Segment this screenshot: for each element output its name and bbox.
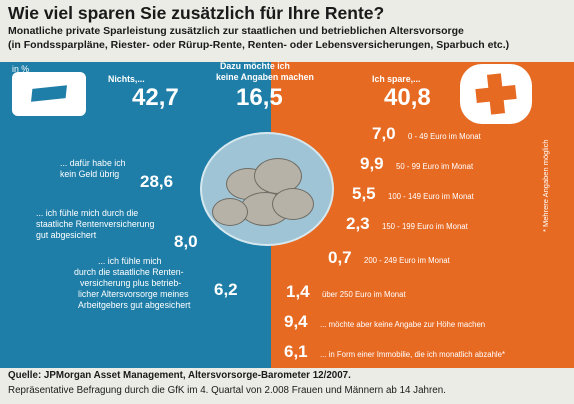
survey-note: Repräsentative Befragung durch die GfK i… bbox=[8, 385, 446, 396]
reason-value-1: 8,0 bbox=[174, 232, 198, 251]
reason-label-1-line3: gut abgesichert bbox=[36, 230, 97, 240]
saving-label-7: ... in Form einer Immobilie, die ich mon… bbox=[320, 350, 506, 359]
reason-label-0-line1: ... dafür habe ich bbox=[60, 158, 126, 168]
source-text: Quelle: JPMorgan Asset Management, Alter… bbox=[8, 370, 351, 381]
coin-stack-icon bbox=[200, 132, 334, 246]
plus-icon bbox=[460, 64, 532, 124]
category-label-noanswer-line2: keine Angaben machen bbox=[216, 72, 314, 82]
category-value-nothing: 42,7 bbox=[132, 84, 179, 111]
saving-label-2: 100 - 149 Euro im Monat bbox=[388, 192, 474, 201]
saving-value-0: 7,0 bbox=[372, 124, 396, 143]
reason-label-0-line2: kein Geld übrig bbox=[60, 169, 120, 179]
unit-label: in % bbox=[12, 64, 30, 74]
reason-label-2-line3: versicherung plus betrieb- bbox=[80, 278, 182, 288]
coin-icon bbox=[272, 188, 314, 220]
coin-icon bbox=[212, 198, 248, 226]
reason-label-2-line1: ... ich fühle mich bbox=[98, 256, 162, 266]
category-label-noanswer-line1: Dazu möchte ich bbox=[220, 61, 290, 71]
saving-value-3: 2,3 bbox=[346, 214, 370, 233]
chart-subtitle-line2: (in Fondssparpläne, Riester- oder Rürup-… bbox=[8, 39, 510, 51]
reason-label-2-line4: licher Altersvorsorge meines bbox=[78, 289, 189, 299]
saving-label-6: ... möchte aber keine Angabe zur Höhe ma… bbox=[320, 320, 486, 329]
chart-title: Wie viel sparen Sie zusätzlich für Ihre … bbox=[8, 3, 385, 23]
reason-value-2: 6,2 bbox=[214, 280, 238, 299]
reason-label-2-line2: durch die staatliche Renten- bbox=[74, 267, 184, 277]
saving-label-0: 0 - 49 Euro im Monat bbox=[408, 132, 481, 141]
saving-label-4: 200 - 249 Euro im Monat bbox=[364, 256, 450, 265]
saving-value-6: 9,4 bbox=[284, 312, 308, 331]
reason-value-0: 28,6 bbox=[140, 172, 174, 191]
reason-label-1-line2: staatliche Rentenversicherung bbox=[36, 219, 155, 229]
saving-value-2: 5,5 bbox=[352, 184, 376, 203]
category-label-nothing: Nichts,... bbox=[108, 74, 145, 84]
header: Wie viel sparen Sie zusätzlich für Ihre … bbox=[0, 0, 574, 62]
saving-value-7: 6,1 bbox=[284, 342, 308, 361]
reason-label-2-line5: Arbeitgebers gut abgesichert bbox=[78, 300, 191, 310]
category-label-saving: Ich spare,... bbox=[372, 74, 421, 84]
chart-subtitle-line1: Monatliche private Sparleistung zusätzli… bbox=[8, 25, 464, 37]
saving-value-1: 9,9 bbox=[360, 154, 384, 173]
saving-label-5: über 250 Euro im Monat bbox=[322, 290, 406, 299]
saving-value-5: 1,4 bbox=[286, 282, 310, 301]
category-value-saving: 40,8 bbox=[384, 84, 431, 111]
minus-icon bbox=[12, 72, 86, 116]
multiple-answers-note: * Mehrere Angaben möglich bbox=[541, 139, 550, 232]
footer: Quelle: JPMorgan Asset Management, Alter… bbox=[0, 368, 574, 404]
saving-label-1: 50 - 99 Euro im Monat bbox=[396, 162, 474, 171]
reason-label-1-line1: ... ich fühle mich durch die bbox=[36, 208, 139, 218]
category-value-noanswer: 16,5 bbox=[236, 84, 283, 111]
saving-value-4: 0,7 bbox=[328, 248, 352, 267]
saving-label-3: 150 - 199 Euro im Monat bbox=[382, 222, 468, 231]
